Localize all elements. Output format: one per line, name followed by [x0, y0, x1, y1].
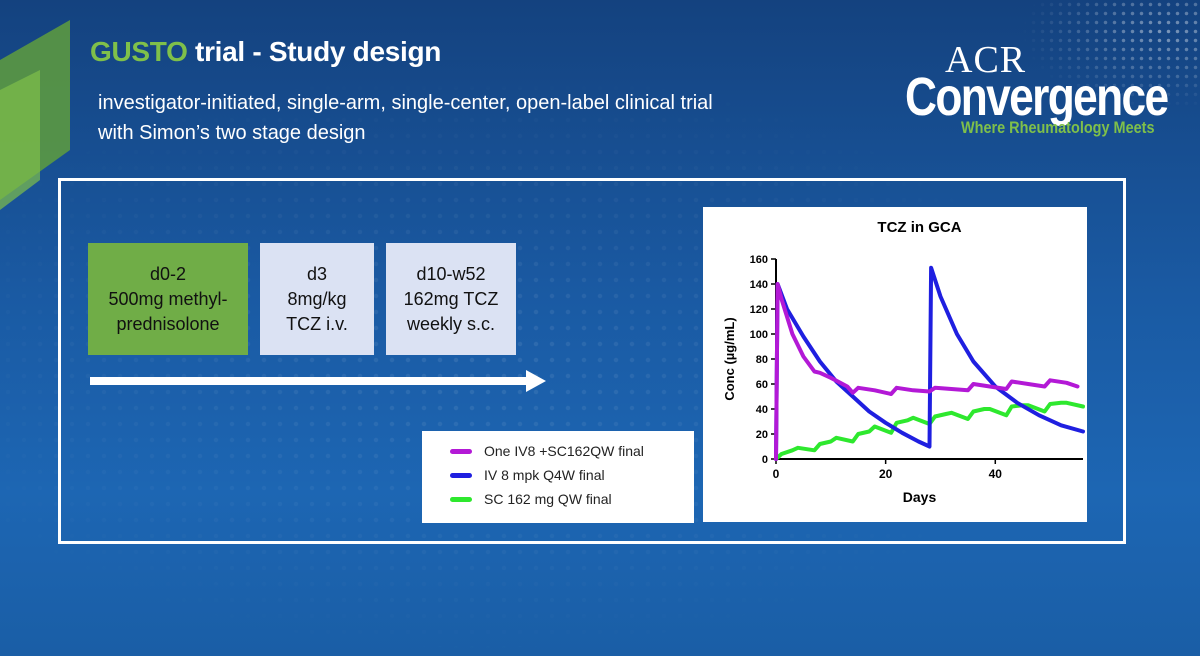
legend-label-combined: One IV8 +SC162QW final	[484, 443, 644, 459]
logo-convergence-text: Convergence	[905, 67, 1169, 127]
step-2-line-1: d3	[306, 263, 328, 284]
legend-item-sc: SC 162 mg QW final	[450, 491, 612, 507]
subtitle: investigator-initiated, single-arm, sing…	[98, 88, 858, 148]
y-tick-label: 0	[762, 454, 768, 466]
legend-label-sc: SC 162 mg QW final	[484, 491, 612, 507]
green-corner-decoration	[0, 20, 70, 210]
content-frame	[58, 178, 1126, 544]
step-2-line-2: 8mg/kg	[287, 288, 347, 309]
y-tick-label: 120	[750, 304, 768, 316]
step-3-line-1: d10-w52	[416, 263, 486, 284]
timeline-arrow	[90, 370, 546, 392]
logo-tagline: Where Rheumatology Meets	[961, 118, 1155, 137]
x-tick-label: 20	[879, 467, 893, 481]
title-rest: trial - Study design	[187, 36, 442, 67]
y-tick-label: 160	[750, 254, 768, 266]
x-tick-label: 40	[989, 467, 1003, 481]
y-tick-label: 80	[756, 354, 768, 366]
step-box-tcz-iv: d3 8mg/kg TCZ i.v.	[260, 243, 374, 355]
y-tick-label: 20	[756, 429, 768, 441]
concentration-chart: TCZ in GCA 0 20 40 60 80 100 120 140 160 0 20 40 Days…	[722, 219, 1085, 505]
logo-acr-text: ACR	[945, 39, 1027, 81]
page-title: GUSTO trial - Study design	[90, 36, 441, 68]
chart-legend: One IV8 +SC162QW final IV 8 mpk Q4W fina…	[422, 431, 694, 523]
legend-item-combined: One IV8 +SC162QW final	[450, 443, 644, 459]
step-box-methylprednisolone: d0-2 500mg methyl- prednisolone	[88, 243, 248, 355]
legend-item-iv: IV 8 mpk Q4W final	[450, 467, 605, 483]
chart-title: TCZ in GCA	[877, 219, 961, 236]
y-tick-label: 60	[756, 379, 768, 391]
step-3-line-3: weekly s.c.	[406, 313, 495, 334]
step-3-line-2: 162mg TCZ	[403, 288, 499, 309]
chart-panel: TCZ in GCA 0 20 40 60 80 100 120 140 160 0 20 40 Days…	[703, 207, 1087, 522]
step-1-line-3: prednisolone	[116, 313, 220, 334]
subtitle-line-1: investigator-initiated, single-arm, sing…	[98, 92, 713, 114]
series-line-iv-8-mpk-q4w-final	[774, 265, 1085, 461]
x-tick-label: 0	[773, 467, 780, 481]
legend-swatch-purple	[450, 448, 472, 454]
series-line-one-iv8-sc162qw-final	[774, 282, 1080, 461]
x-axis-label: Days	[903, 489, 937, 505]
legend-label-iv: IV 8 mpk Q4W final	[484, 467, 605, 483]
title-trial-name: GUSTO	[90, 36, 188, 67]
y-tick-label: 140	[750, 279, 768, 291]
step-1-line-2: 500mg methyl-	[108, 288, 228, 309]
legend-swatch-blue	[450, 472, 472, 478]
step-box-tcz-sc: d10-w52 162mg TCZ weekly s.c.	[386, 243, 516, 355]
y-tick-label: 40	[756, 404, 768, 416]
y-axis-label: Conc (µg/mL)	[722, 317, 737, 400]
subtitle-line-2: with Simon’s two stage design	[98, 122, 366, 144]
step-1-line-1: d0-2	[149, 263, 187, 284]
step-2-line-3: TCZ i.v.	[286, 313, 348, 334]
legend-swatch-green	[450, 496, 472, 502]
y-tick-label: 100	[750, 329, 768, 341]
